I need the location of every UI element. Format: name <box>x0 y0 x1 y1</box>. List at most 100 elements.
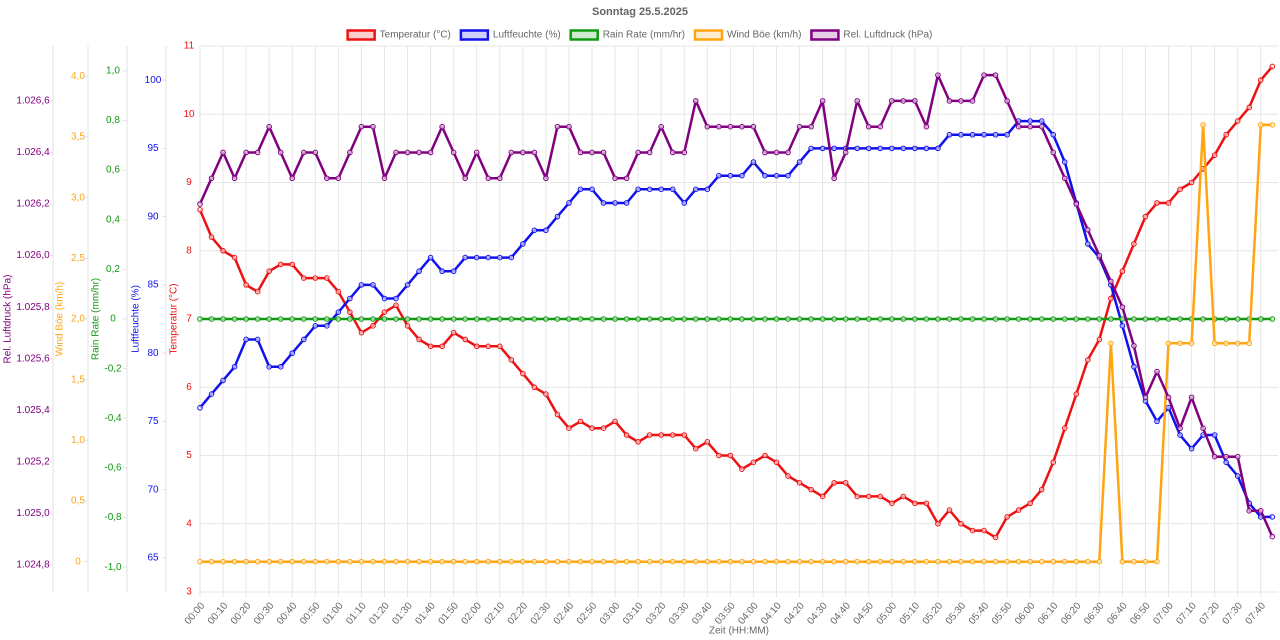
data-point <box>370 558 376 565</box>
data-point <box>566 123 572 130</box>
data-point <box>889 558 895 565</box>
data-point <box>416 336 422 343</box>
data-point <box>877 558 884 565</box>
x-tick-label: 05:10 <box>898 600 923 627</box>
data-point <box>462 254 468 261</box>
data-point <box>266 123 272 130</box>
data-point <box>404 316 411 322</box>
y-tick-label: 1.026,6 <box>16 96 50 107</box>
data-point <box>589 558 595 565</box>
data-point <box>231 558 238 565</box>
data-point <box>912 98 918 104</box>
data-point <box>1119 304 1126 310</box>
data-point <box>785 558 791 565</box>
data-point <box>912 316 918 322</box>
data-point <box>416 149 422 156</box>
y-tick-label: 7 <box>186 314 192 325</box>
data-point <box>958 98 964 104</box>
data-point <box>1015 507 1022 513</box>
x-tick-label: 05:30 <box>944 600 969 627</box>
data-point <box>496 343 503 350</box>
data-point <box>681 316 688 322</box>
data-point <box>716 558 722 565</box>
data-point <box>1269 514 1276 520</box>
data-point <box>496 254 503 261</box>
x-tick-label: 03:30 <box>667 600 692 627</box>
data-point <box>1096 316 1103 322</box>
data-point <box>969 558 976 565</box>
data-point <box>831 480 837 486</box>
legend-swatch <box>459 29 490 41</box>
data-point <box>1004 514 1010 520</box>
data-point <box>1257 316 1264 322</box>
data-point <box>762 452 768 459</box>
x-tick-label: 06:50 <box>1128 600 1153 627</box>
data-point <box>958 131 964 138</box>
data-point <box>969 316 976 322</box>
data-point <box>969 527 976 534</box>
data-point <box>324 175 330 182</box>
data-point <box>289 558 296 565</box>
data-point <box>335 316 342 322</box>
data-point <box>669 316 676 322</box>
legend-swatch <box>693 29 724 41</box>
data-point <box>1257 122 1264 128</box>
data-point <box>1131 363 1137 370</box>
data-point <box>1165 394 1172 401</box>
data-point <box>231 316 238 322</box>
data-point <box>969 131 976 138</box>
data-point <box>1154 200 1160 206</box>
x-tick-label: 06:20 <box>1059 600 1084 627</box>
data-point <box>854 316 861 322</box>
data-point <box>370 282 376 288</box>
data-point <box>796 480 803 486</box>
data-point <box>531 384 538 391</box>
data-point <box>739 123 745 130</box>
data-point <box>762 316 768 322</box>
data-point <box>969 98 976 104</box>
data-point <box>254 288 261 295</box>
data-point <box>520 149 526 156</box>
data-point <box>1096 336 1103 343</box>
series-line <box>198 65 1274 539</box>
data-point <box>473 343 480 350</box>
data-point <box>842 149 849 156</box>
data-point <box>1027 316 1033 322</box>
data-point <box>277 261 284 268</box>
data-point <box>427 316 434 322</box>
data-point <box>589 316 595 322</box>
x-tick-label: 07:10 <box>1174 600 1199 627</box>
data-point <box>231 175 238 182</box>
data-point <box>762 172 768 179</box>
data-point <box>704 186 711 193</box>
data-point <box>796 316 803 322</box>
data-point <box>404 282 411 288</box>
y-tick-label: 11 <box>184 41 195 52</box>
data-point <box>439 123 445 130</box>
data-point <box>681 432 688 438</box>
data-point <box>243 336 249 343</box>
x-tick-label: 02:20 <box>506 600 531 627</box>
data-point <box>727 172 734 179</box>
data-point <box>531 227 538 234</box>
data-point <box>450 316 457 322</box>
y-tick-label: 1.025,2 <box>16 456 50 467</box>
legend-label: Rel. Luftdruck (hPa) <box>843 30 932 41</box>
data-point <box>1096 558 1103 565</box>
data-point <box>1027 123 1033 130</box>
x-tick-label: 01:40 <box>413 600 438 627</box>
data-point <box>1188 445 1195 452</box>
data-point <box>796 123 803 130</box>
x-tick-label: 00:00 <box>183 600 208 627</box>
data-point <box>1154 368 1160 375</box>
data-point <box>808 486 814 493</box>
data-point <box>716 452 722 459</box>
data-point <box>358 329 365 336</box>
data-point <box>220 149 226 156</box>
x-tick-label: 04:20 <box>782 600 807 627</box>
data-point <box>243 149 249 156</box>
data-point <box>612 316 618 322</box>
data-point <box>347 295 353 302</box>
y-tick-label: 0 <box>110 314 116 325</box>
y-tick-label: 70 <box>147 484 159 495</box>
